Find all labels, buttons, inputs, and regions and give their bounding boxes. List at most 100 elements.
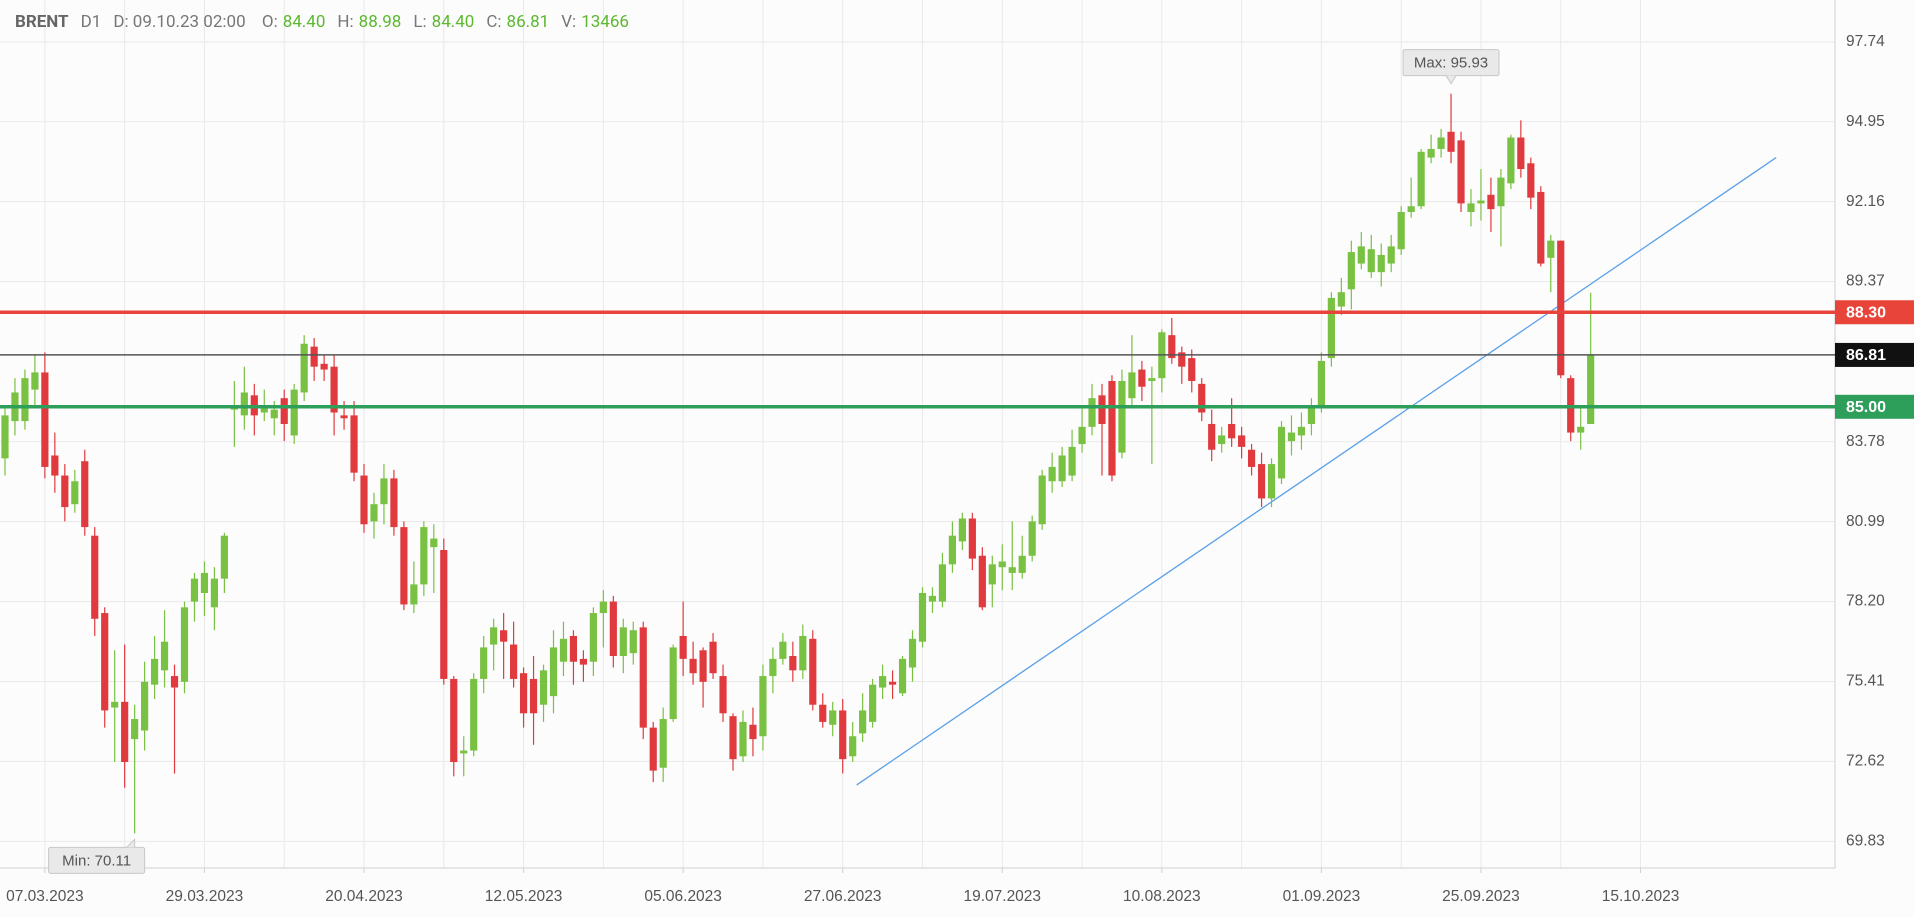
y-tick-label: 80.99 [1846,513,1885,530]
candle-body [918,592,927,642]
candle-body [1138,369,1146,387]
min-annotation-box [48,846,146,874]
candle-body [360,475,368,525]
x-tick-label: 12.05.2023 [485,888,563,905]
x-tick-label: 01.09.2023 [1283,888,1361,905]
candle-body [829,710,837,725]
candle-body [1058,455,1066,482]
candle-body [1297,426,1306,436]
candle-body [21,378,29,422]
candle-body [669,647,677,720]
candle-body [699,650,707,682]
y-tick-label: 89.37 [1846,273,1885,290]
candle-body [928,595,937,602]
candle-body [190,578,199,602]
y-tick-label: 94.95 [1846,113,1885,130]
candle-body [898,658,907,694]
candle-body [1148,378,1156,382]
x-tick-label: 25.09.2023 [1442,888,1520,905]
y-tick-label: 69.83 [1846,832,1885,849]
candle-body [809,638,817,705]
field-key: C: [486,12,502,32]
candle-body [1477,200,1485,204]
candle-body [619,627,627,657]
candle-body [689,658,697,674]
candle-body [1188,358,1196,382]
candle-body [629,630,637,654]
x-tick-label: 05.06.2023 [644,888,722,905]
candle-body [490,627,498,645]
candle-body [1287,432,1296,442]
candle-body [1377,254,1385,273]
candle-body [659,719,667,768]
min-annotation-pointer [126,838,136,848]
candle-body [649,727,657,771]
candle-body [1098,395,1106,424]
x-tick-label: 29.03.2023 [166,888,244,905]
candle-body [1507,137,1515,184]
level-tag-label: 85.00 [1846,399,1886,416]
timeframe: D1 [80,12,102,32]
candle-body [1218,435,1226,445]
candle-body [61,475,69,508]
trend-line [856,157,1777,786]
candle-body [1228,423,1236,439]
candle-body [1417,151,1425,207]
candle-body [869,684,877,722]
candle-body [1397,211,1405,250]
candle-body [1068,446,1076,476]
candle-body [260,406,268,413]
candle-body [460,750,468,754]
candle-body [410,584,418,605]
candle-body [1257,464,1266,499]
candle-body [938,564,947,602]
max-annotation-label: Max: 95.93 [1414,55,1488,72]
candle-body [789,656,797,671]
bar-date: D: 09.10.23 02:00 [113,12,246,32]
candle-body [1347,252,1355,290]
candle-body [639,627,647,728]
candle-body [1008,567,1016,573]
candle-body [839,710,847,760]
candle-body [1247,449,1256,467]
field-value: 88.98 [358,12,402,32]
candle-body [510,644,518,679]
candle-body [579,658,588,665]
candle-body [1387,246,1395,264]
min-annotation-label: Min: 70.11 [62,852,131,869]
candle-body [141,681,149,731]
candle-body [1028,521,1036,556]
candle-body [1547,240,1555,258]
field-value: 84.40 [282,12,326,32]
candle-body [849,736,857,757]
candle-body [290,389,298,436]
candle-body [1178,352,1186,367]
candle-body [819,704,827,722]
candle-body [270,409,278,419]
candle-body [1018,555,1026,573]
candle-body [988,564,996,585]
candle-body [350,415,358,473]
candle-body [1557,240,1565,376]
candle-body [320,363,328,370]
candle-body [549,647,558,697]
candle-body [719,676,727,714]
candle-body [420,527,428,585]
level-tag-label: 88.30 [1846,304,1886,321]
y-tick-label: 97.74 [1846,33,1885,50]
candle-body [280,398,288,424]
candle-body [81,461,89,528]
candle-body [300,343,308,393]
candle-body [888,681,897,685]
candle-body [1277,426,1286,479]
candle-body [1168,335,1176,359]
candle-body [210,578,219,608]
candle-body [1267,464,1276,499]
y-tick-label: 92.16 [1846,193,1885,210]
candle-body [111,701,119,708]
candle-body [430,538,438,548]
candle-body [340,415,348,419]
candle-body [1367,249,1375,273]
candle-body [609,601,617,657]
